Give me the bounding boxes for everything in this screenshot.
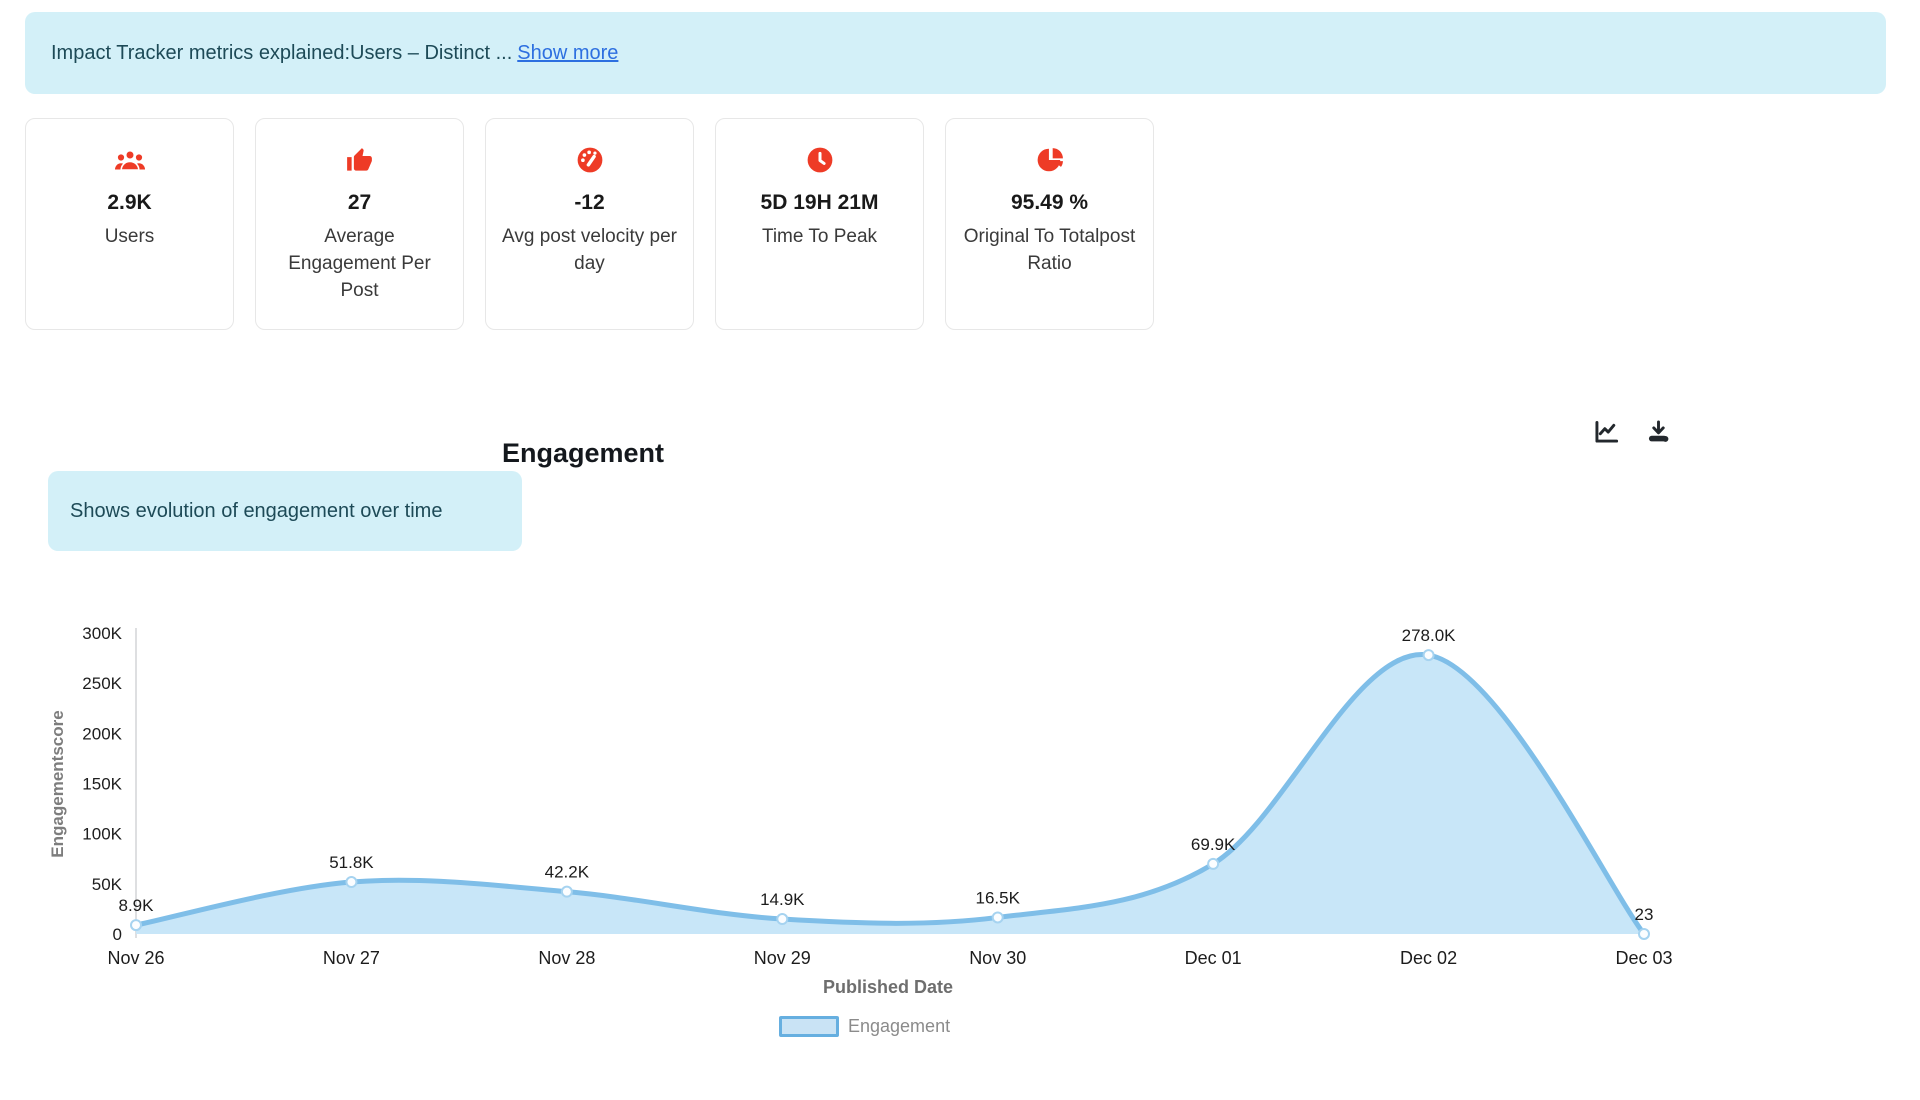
data-point[interactable]: [991, 911, 1004, 924]
data-point[interactable]: [130, 919, 142, 932]
metric-card-original-ratio: 95.49 % Original To Totalpost Ratio: [945, 118, 1154, 330]
users-icon: [26, 144, 233, 176]
metric-label: Average Engagement Per Post: [288, 226, 431, 301]
x-tick-label: Nov 30: [969, 948, 1026, 968]
clock-icon: [716, 144, 923, 176]
metric-label: Users: [104, 226, 155, 247]
y-tick-label: 300K: [82, 624, 122, 643]
chart-description-tooltip: Shows evolution of engagement over time: [48, 471, 522, 551]
data-point[interactable]: [1207, 857, 1220, 870]
metric-card-avg-engagement: 27 Average Engagement Per Post: [255, 118, 464, 330]
download-icon: [1648, 419, 1668, 442]
legend-label: Engagement: [848, 1016, 951, 1036]
data-point-label: 51.8K: [329, 853, 374, 872]
metric-value: -12: [574, 191, 605, 214]
gauge-icon: [486, 144, 693, 176]
y-tick-label: 50K: [92, 875, 123, 894]
x-tick-label: Nov 28: [538, 948, 595, 968]
metric-label: Time To Peak: [761, 226, 878, 247]
series-line: [133, 652, 1647, 937]
x-tick-label: Dec 01: [1185, 948, 1242, 968]
line-chart-icon: [1594, 420, 1618, 443]
chart-actions: [1592, 417, 1672, 445]
y-tick-label: 200K: [82, 724, 122, 743]
banner-text: Impact Tracker metrics explained:Users –…: [51, 41, 513, 64]
metric-value: 27: [347, 191, 372, 214]
x-tick-label: Nov 27: [323, 948, 380, 968]
info-banner: Impact Tracker metrics explained:Users –…: [25, 12, 1886, 94]
y-tick-label: 150K: [82, 775, 122, 794]
chart-type-button[interactable]: [1592, 417, 1620, 445]
metric-value: 5D 19H 21M: [760, 191, 879, 214]
y-axis-title: Engagementscore: [48, 710, 67, 857]
metric-card-time-to-peak: 5D 19H 21M Time To Peak: [715, 118, 924, 330]
y-tick-label: 100K: [82, 825, 122, 844]
legend-swatch: [779, 1016, 839, 1037]
x-tick-label: Nov 29: [754, 948, 811, 968]
data-point-label: 69.9K: [1191, 835, 1236, 854]
download-button[interactable]: [1644, 417, 1672, 445]
data-point[interactable]: [560, 885, 573, 898]
metric-label: Original To Totalpost Ratio: [963, 226, 1136, 274]
x-axis-title: Published Date: [823, 977, 953, 997]
y-tick-label: 250K: [82, 674, 122, 693]
metric-card-post-velocity: -12 Avg post velocity per day: [485, 118, 694, 330]
x-tick-label: Nov 26: [107, 948, 164, 968]
y-tick-label: 0: [113, 925, 122, 944]
data-point-label: 8.9K: [119, 896, 155, 915]
thumbs-up-icon: [256, 144, 463, 176]
legend-item-engagement[interactable]: Engagement: [779, 1016, 950, 1037]
x-tick-label: Dec 03: [1615, 948, 1672, 968]
data-point[interactable]: [1638, 927, 1650, 940]
data-point-label: 42.2K: [545, 863, 590, 882]
data-point-label: 278.0K: [1402, 626, 1457, 645]
data-point-label: 23: [1635, 905, 1654, 924]
show-more-link[interactable]: Show more: [517, 41, 619, 64]
metric-value: 95.49 %: [1010, 191, 1089, 214]
metric-label: Avg post velocity per day: [502, 226, 677, 274]
metric-value: 2.9K: [107, 191, 152, 214]
data-point-label: 16.5K: [975, 888, 1020, 907]
area-fill: [136, 654, 1644, 934]
data-point-label: 14.9K: [760, 890, 805, 909]
data-point[interactable]: [345, 876, 358, 889]
x-tick-label: Dec 02: [1400, 948, 1457, 968]
pie-chart-icon: [946, 144, 1153, 176]
data-point[interactable]: [776, 913, 789, 926]
data-point[interactable]: [1422, 649, 1435, 662]
metric-card-users: 2.9K Users: [25, 118, 234, 330]
chart-title: Engagement: [501, 438, 665, 469]
metric-cards-row: 2.9K Users 27 Average Engagement Per Pos…: [25, 118, 1154, 330]
